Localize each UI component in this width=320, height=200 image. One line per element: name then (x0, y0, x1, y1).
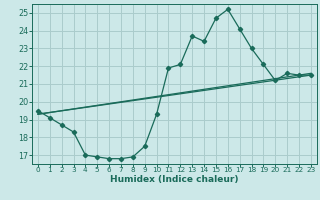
X-axis label: Humidex (Indice chaleur): Humidex (Indice chaleur) (110, 175, 239, 184)
